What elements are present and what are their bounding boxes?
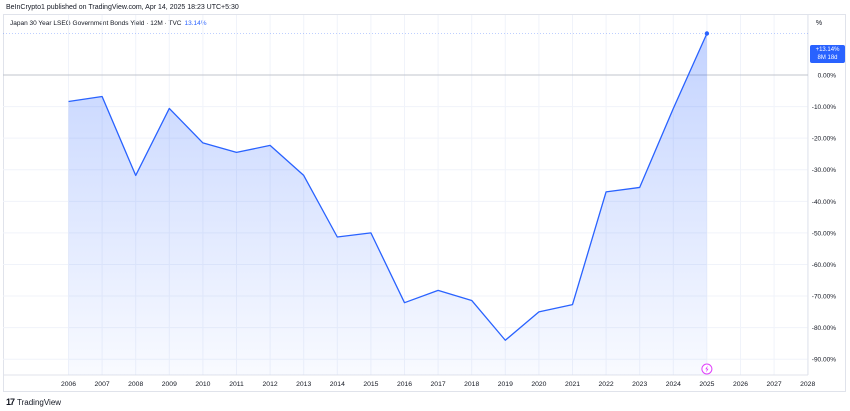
- y-tick-label: -80.00%: [812, 325, 836, 332]
- y-tick-label: -10.00%: [812, 104, 836, 111]
- tradingview-logo-icon: 17: [6, 397, 15, 407]
- symbol-title[interactable]: Japan 30 Year LSEG Government Bonds Yiel…: [10, 20, 182, 27]
- x-tick-label: 2010: [195, 381, 210, 388]
- marker-layer: [701, 31, 713, 375]
- y-tick-label: -70.00%: [812, 294, 836, 301]
- x-tick-label: 2012: [263, 381, 278, 388]
- x-tick-label: 2020: [531, 381, 546, 388]
- x-tick-label: 2021: [565, 381, 580, 388]
- x-tick-label: 2017: [431, 381, 446, 388]
- current-price-badge: +13.14% 8M 18d: [810, 45, 845, 63]
- y-tick-label: -20.00%: [812, 136, 836, 143]
- y-tick-label: -40.00%: [812, 199, 836, 206]
- badge-value: +13.14%: [815, 47, 840, 53]
- x-tick-label: 2028: [800, 381, 815, 388]
- tradingview-logo[interactable]: 17 TradingView: [6, 397, 61, 407]
- x-tick-label: 2008: [128, 381, 143, 388]
- x-tick-label: 2015: [363, 381, 378, 388]
- x-tick-label: 2022: [599, 381, 614, 388]
- x-tick-label: 2024: [666, 381, 681, 388]
- y-tick-label: 0.00%: [818, 73, 837, 80]
- x-tick-label: 2025: [699, 381, 714, 388]
- x-tick-label: 2018: [464, 381, 479, 388]
- series-line: [68, 33, 708, 341]
- last-point-marker: [704, 31, 710, 36]
- x-tick-label: 2023: [632, 381, 647, 388]
- x-tick-label: 2014: [330, 381, 345, 388]
- chart-pane[interactable]: [3, 14, 846, 392]
- y-tick-label: -30.00%: [812, 167, 836, 174]
- series-area-fill: [68, 33, 707, 376]
- x-tick-label: 2019: [498, 381, 513, 388]
- y-tick-label: -90.00%: [812, 357, 836, 364]
- x-tick-label: 2007: [95, 381, 110, 388]
- axis-layer: 0.00% -10.00% -20.00% -30.00% -40.00% -50.00%…: [61, 73, 836, 389]
- lightning-glyph: [705, 365, 709, 373]
- x-tick-label: 2027: [767, 381, 782, 388]
- x-tick-label: 2016: [397, 381, 412, 388]
- x-tick-label: 2006: [61, 381, 76, 388]
- last-value: 13.14%: [184, 20, 207, 27]
- area-layer: [68, 33, 708, 376]
- tradingview-brand: TradingView: [17, 397, 62, 407]
- x-tick-label: 2026: [733, 381, 748, 388]
- y-tick-label: -60.00%: [812, 262, 836, 269]
- x-tick-label: 2013: [296, 381, 311, 388]
- percent-scale-button[interactable]: %: [815, 20, 823, 27]
- published-by-line: BeInCrypto1 published on TradingView.com…: [6, 4, 239, 11]
- y-tick-label: -50.00%: [812, 230, 836, 237]
- badge-countdown: 8M 18d: [817, 55, 838, 61]
- symbol-legend[interactable]: Japan 30 Year LSEG Government Bonds Yiel…: [10, 20, 207, 27]
- x-tick-label: 2011: [229, 381, 244, 388]
- x-tick-label: 2009: [162, 381, 177, 388]
